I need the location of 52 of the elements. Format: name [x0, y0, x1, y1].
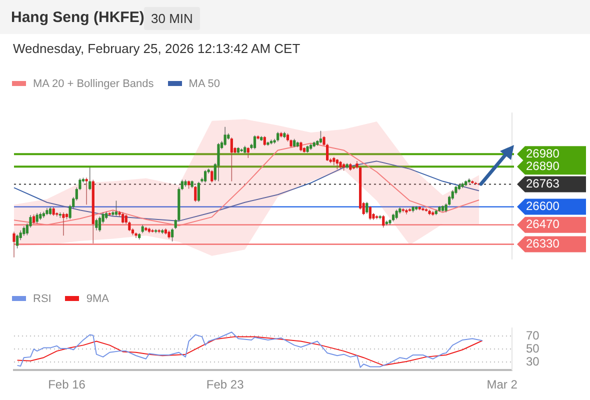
candlestick [366, 202, 368, 214]
candlestick [36, 212, 38, 224]
candlestick [85, 177, 88, 205]
chart-subtitle: 30 MIN [144, 7, 200, 30]
candlestick [253, 134, 256, 150]
candlestick [114, 200, 118, 216]
candlestick [319, 130, 322, 144]
legend-label: MA 50 [188, 78, 220, 90]
candlestick [98, 216, 102, 232]
candlestick [52, 206, 55, 216]
legend-label: RSI [32, 293, 52, 305]
y-tick-label: 26330 [526, 236, 560, 251]
candlestick [12, 231, 16, 258]
candlestick [62, 212, 65, 236]
legend-label: MA 20 + Bollinger Bands [32, 78, 154, 90]
candlestick [368, 206, 372, 220]
candlestick [194, 186, 197, 202]
candlestick [171, 228, 174, 242]
y-tick-label: 50 [526, 341, 540, 356]
candlestick [276, 132, 280, 142]
candlestick [300, 141, 302, 152]
candlestick [16, 234, 19, 249]
candlestick [217, 142, 220, 182]
candlestick [32, 214, 36, 225]
candlestick [224, 126, 226, 146]
candlestick [95, 218, 98, 231]
candlestick [263, 136, 266, 146]
candlestick [88, 167, 92, 191]
candlestick [395, 209, 398, 220]
y-tick-label: 26600 [526, 199, 560, 214]
y-tick-label: 70 [526, 328, 540, 342]
candlestick [197, 181, 200, 202]
candlestick [204, 170, 207, 183]
candlestick [122, 212, 124, 224]
text: Wednesday, February 25, 2026 12:13:42 AM CET [13, 41, 300, 56]
y-tick-label: 30 [526, 354, 540, 368]
x-tick-label: Feb 23 [206, 378, 244, 392]
candlestick [22, 226, 26, 236]
chart-title: Hang Seng (HKFE) [11, 9, 144, 26]
y-tick-label: 26890 [526, 158, 560, 173]
candlestick [230, 137, 233, 182]
candlestick [210, 170, 214, 183]
candlestick [382, 214, 385, 228]
y-tick-label: 26980 [526, 146, 560, 160]
y-tick-label: 26763 [526, 176, 560, 191]
y-tick-label: 26470 [526, 217, 560, 232]
legend-label: 9MA [85, 293, 109, 305]
candlestick [336, 158, 339, 170]
candlestick [246, 146, 250, 158]
x-tick-label: Mar 2 [486, 378, 518, 392]
candlestick [451, 190, 454, 200]
x-tick-label: Feb 16 [48, 378, 86, 392]
